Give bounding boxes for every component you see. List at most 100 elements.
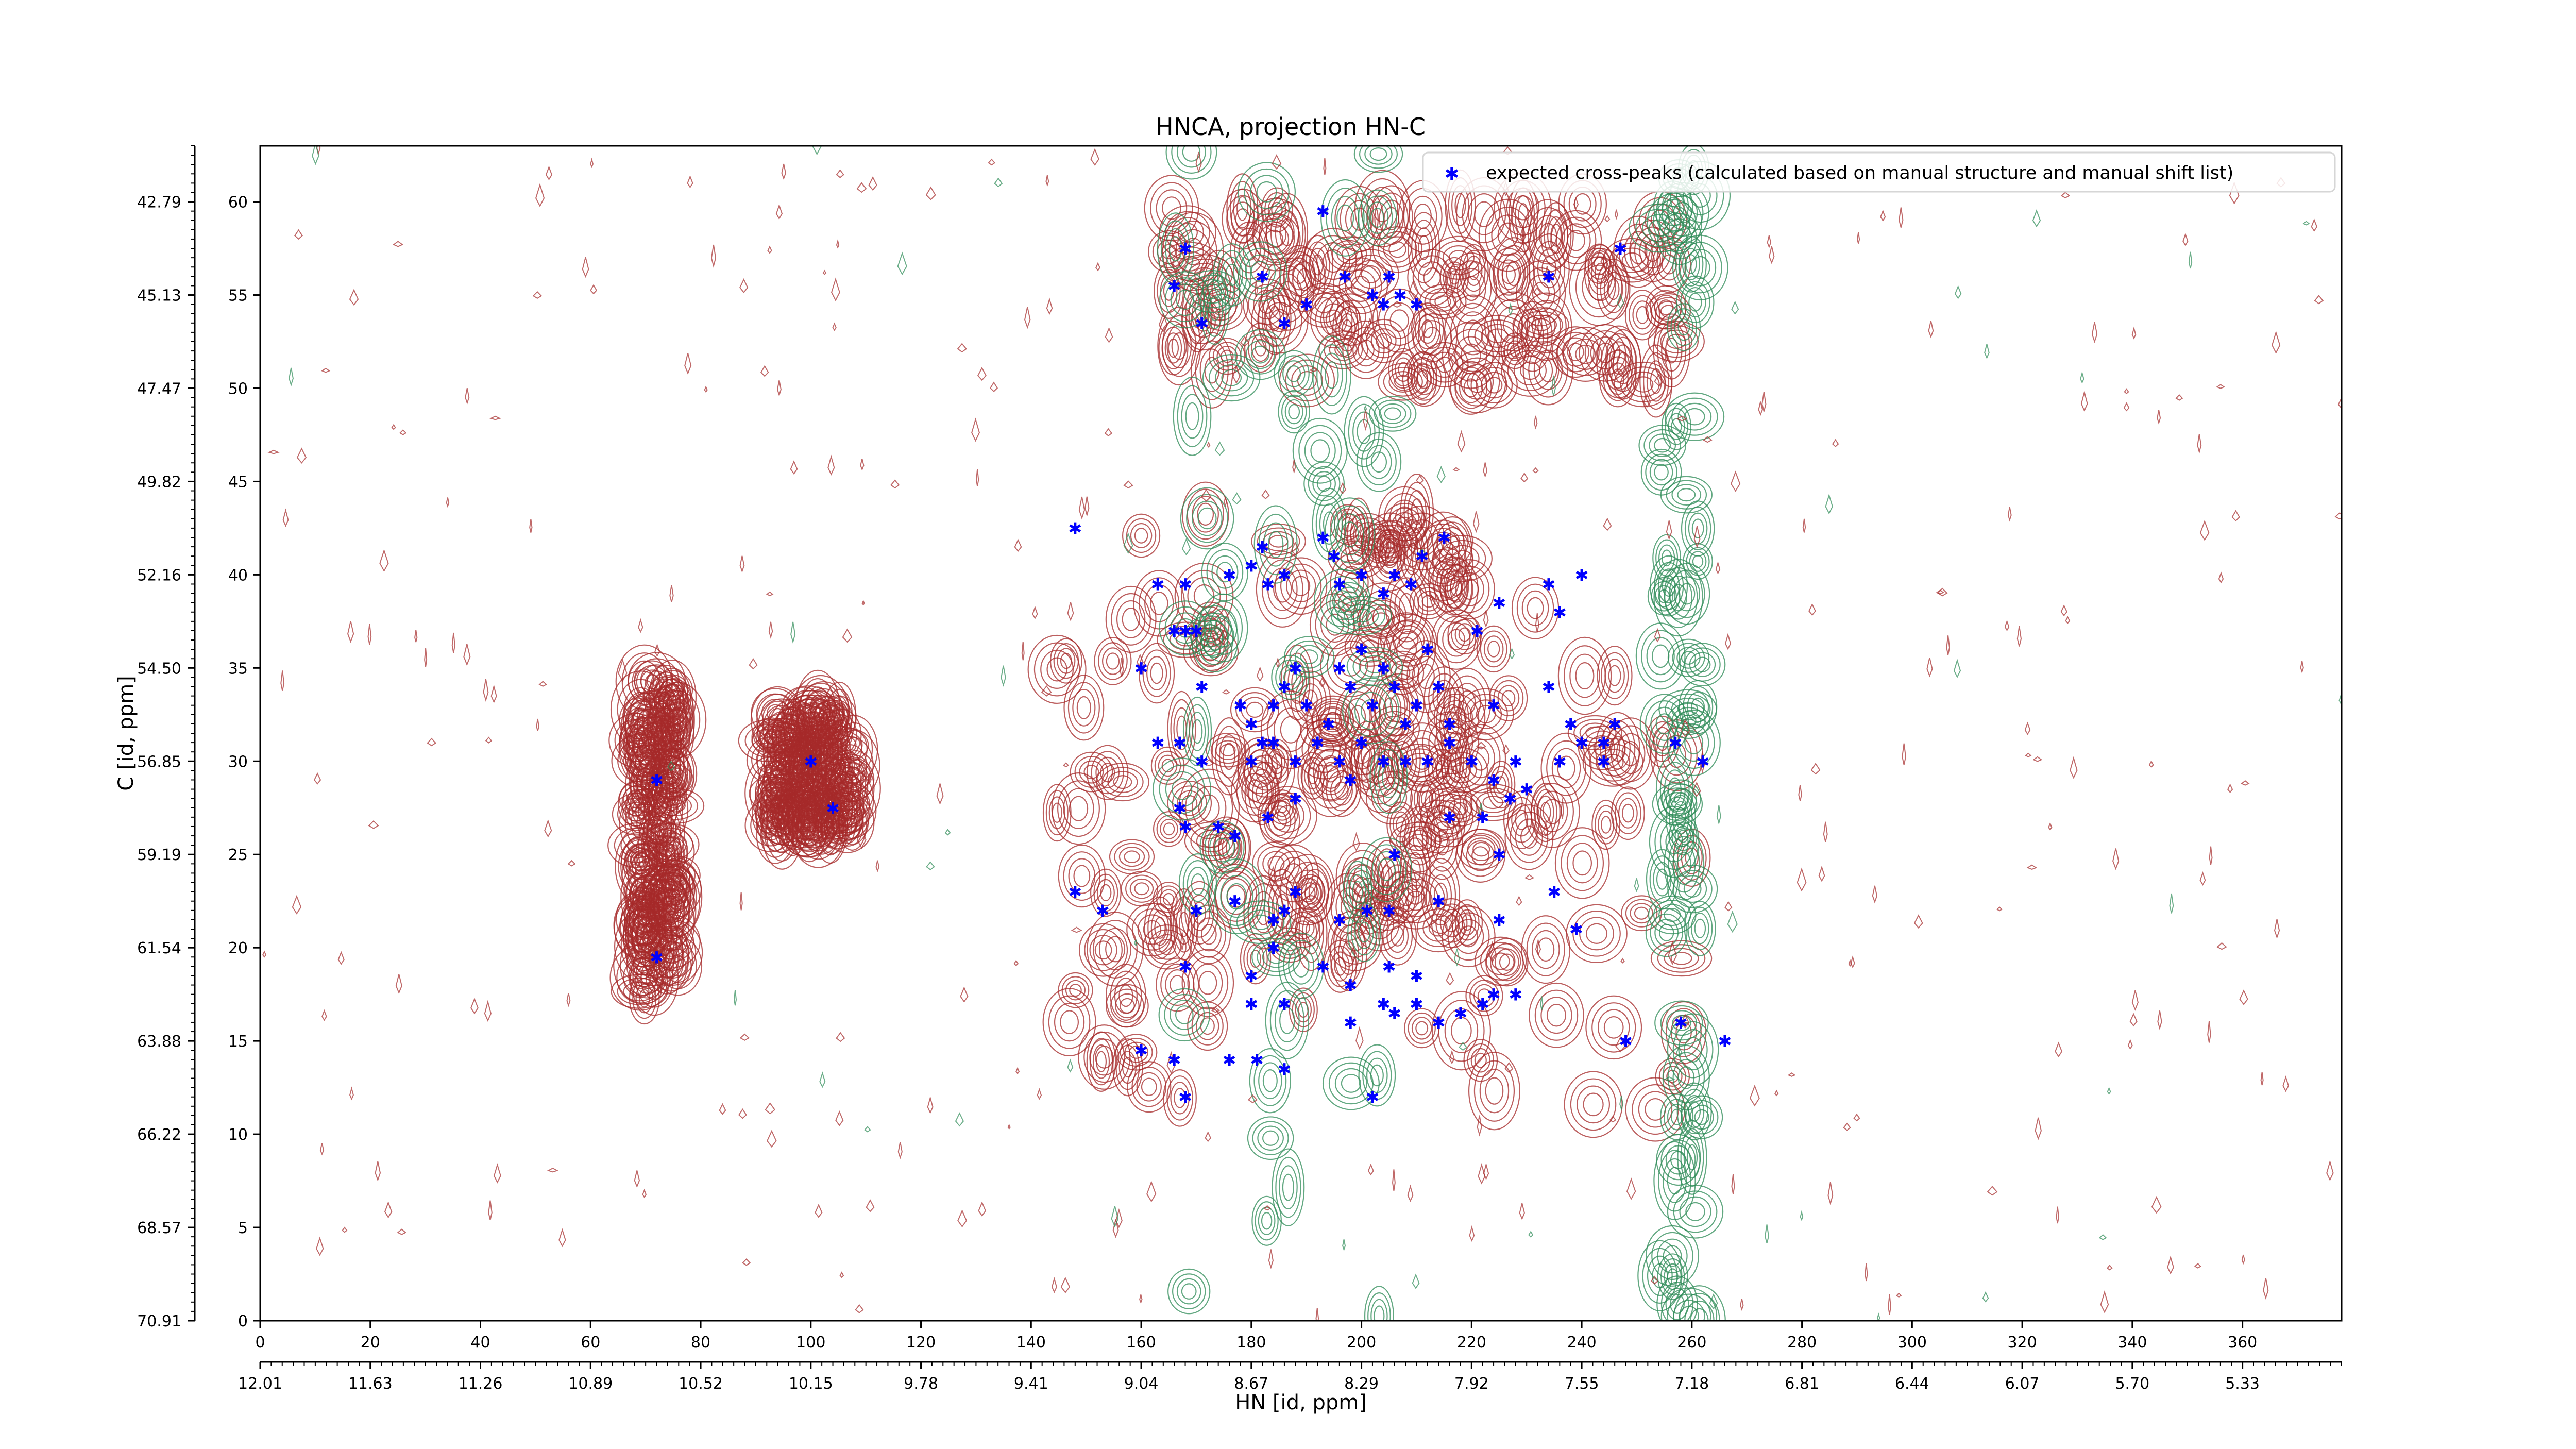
contour-line (1257, 846, 1295, 882)
contour-line (1686, 547, 1710, 576)
contour-line (1265, 982, 1310, 1059)
contour-line (1434, 295, 1451, 308)
contour-line (1352, 333, 1380, 367)
cross-peak-marker: ✱ (1420, 640, 1434, 660)
noise-contour (1936, 589, 1945, 595)
noise-contour (1200, 488, 1212, 502)
y-ppm-tick-label: 52.16 (137, 566, 181, 584)
cross-peak-marker: ✱ (1332, 575, 1346, 594)
contour-line (1374, 399, 1412, 428)
contour-line (1159, 889, 1178, 909)
noise-contour (1853, 1113, 1860, 1122)
noise-contour (2070, 756, 2078, 779)
contour-line (1325, 309, 1343, 330)
noise-contour (2080, 371, 2084, 384)
contour-line (1107, 771, 1138, 794)
noise-contour (1363, 409, 1368, 431)
contour-line (1346, 549, 1368, 565)
contour-line (1275, 660, 1306, 695)
contour-line (1156, 815, 1182, 844)
cross-peak-marker: ✱ (1382, 957, 1396, 976)
noise-contour (1800, 1210, 1804, 1221)
contour-line (1150, 182, 1193, 234)
contour-line (1313, 569, 1371, 634)
contour-line (1625, 899, 1658, 928)
noise-contour (2107, 1265, 2113, 1271)
noise-contour (2060, 604, 2067, 616)
contour-line (1070, 751, 1113, 793)
cross-peak-marker: ✱ (1311, 733, 1325, 753)
contour-line (1172, 778, 1193, 800)
noise-contour (1880, 209, 1886, 222)
contour-line (1162, 212, 1224, 291)
contour-line (1342, 320, 1390, 379)
noise-contour (1115, 1208, 1123, 1228)
contour-line (1352, 651, 1397, 682)
noise-contour (1954, 285, 1962, 299)
contour-line (653, 855, 701, 895)
cross-peak-marker: ✱ (1387, 845, 1401, 865)
contour-line (1124, 850, 1140, 864)
cross-peak-marker: ✱ (1223, 1050, 1236, 1070)
x-ppm-tick-label: 11.63 (348, 1375, 393, 1393)
contour-line (1650, 706, 1679, 741)
contour-line (1442, 245, 1475, 271)
contour-line (1209, 338, 1246, 375)
contour-line (1585, 923, 1608, 945)
contour-line (1182, 696, 1212, 767)
contour-line (1250, 175, 1283, 209)
contour-line (1084, 929, 1123, 971)
noise-contour (2300, 661, 2304, 673)
contour-line (1450, 565, 1490, 613)
contour-line (1411, 357, 1434, 399)
noise-contour (1857, 232, 1860, 244)
contour-line (1199, 272, 1230, 345)
contour-line (1684, 1094, 1705, 1128)
contour-line (1665, 1288, 1689, 1320)
contour-line (1436, 561, 1460, 599)
noise-contour (1024, 307, 1031, 329)
contour-line (1470, 1048, 1490, 1073)
contour-line (1651, 644, 1670, 668)
contour-line (1383, 620, 1430, 680)
noise-contour (832, 322, 837, 331)
noise-contour (1818, 865, 1825, 882)
contour-line (1263, 522, 1289, 567)
contour-line (1130, 523, 1153, 548)
noise-contour (1021, 641, 1025, 661)
contour-line (1149, 592, 1168, 615)
contour-line (1152, 234, 1185, 269)
cross-peak-marker: ✱ (1316, 528, 1330, 548)
noise-contour (282, 508, 289, 527)
contour-line (638, 729, 670, 762)
noise-contour (781, 163, 786, 180)
contour-line (746, 737, 791, 783)
cross-peak-marker: ✱ (1404, 575, 1418, 594)
contour-line (1309, 292, 1339, 318)
noise-contour (739, 892, 743, 911)
contour-line (634, 852, 650, 867)
cross-peak-marker: ✱ (1299, 295, 1313, 315)
contour-line (1094, 940, 1112, 960)
contour-line (1397, 887, 1415, 906)
noise-contour (2151, 1195, 2162, 1214)
cross-peak-marker: ✱ (1410, 696, 1423, 716)
contour-line (1670, 308, 1698, 346)
contour-line (1433, 693, 1480, 742)
contour-line (1106, 964, 1146, 1028)
noise-contour (1261, 489, 1270, 499)
x-ppm-tick-label: 12.01 (238, 1375, 282, 1393)
contour-line (1361, 519, 1418, 563)
contour-line (1333, 647, 1368, 684)
contour-line (1680, 281, 1710, 324)
contour-line (1238, 162, 1296, 222)
contour-line (1469, 980, 1499, 1012)
contour-line (1664, 828, 1705, 901)
contour-line (1069, 984, 1082, 997)
y-ppm-tick-label: 45.13 (137, 287, 181, 305)
contour-line (1652, 1263, 1668, 1289)
contour-line (1608, 336, 1638, 392)
contour-line (1312, 471, 1336, 497)
contour-line (1110, 970, 1142, 1021)
